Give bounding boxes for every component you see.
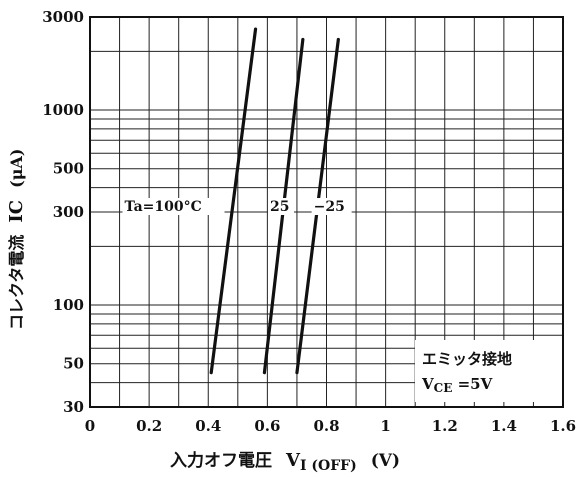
y-axis-label-jp: コレクタ電流 — [7, 235, 26, 330]
y-tick-label: 100 — [53, 296, 84, 314]
series-label: Ta=100°C — [125, 199, 202, 215]
annotation-vce-subscript: CE — [434, 381, 453, 395]
y-tick-label: 500 — [53, 160, 84, 178]
y-tick-labels: 30 50 100 300 500 1000 3000 — [42, 8, 84, 416]
x-tick-label: 0.8 — [313, 417, 339, 435]
plot-frame — [89, 16, 564, 408]
annotation-vce-value: =5V — [452, 375, 492, 393]
x-axis-label-jp: 入力オフ電圧 — [170, 450, 272, 471]
series-label: 25 — [270, 199, 289, 215]
x-tick-label: 0.4 — [195, 417, 221, 435]
y-tick-label: 1000 — [42, 101, 84, 119]
x-axis-label-symbol: V — [285, 450, 301, 471]
series-labels: Ta=100°C 25 −25 — [122, 198, 352, 215]
series-label: −25 — [314, 199, 345, 215]
y-tick-label: 30 — [63, 398, 84, 416]
y-tick-label: 3000 — [42, 8, 84, 26]
annotation-vce-symbol: V — [421, 375, 434, 393]
y-axis-label: コレクタ電流 IC (μA) — [6, 149, 27, 330]
x-tick-label: 0 — [85, 417, 95, 435]
x-tick-label: 1.4 — [491, 417, 517, 435]
x-tick-label: 1 — [380, 417, 390, 435]
y-tick-label: 300 — [53, 203, 84, 221]
x-tick-label: 0.6 — [254, 417, 280, 435]
x-axis-label: 入力オフ電圧 VI (OFF) (V) — [170, 450, 400, 474]
annotation-line-2: VCE =5V — [421, 375, 493, 395]
y-tick-label: 50 — [63, 355, 84, 373]
x-axis-label-unit: (V) — [371, 451, 400, 471]
annotation: エミッタ接地 VCE =5V — [415, 340, 562, 402]
x-tick-labels: 0 0.2 0.4 0.6 0.8 1 1.2 1.4 1.6 — [85, 417, 576, 435]
x-tick-label: 1.6 — [550, 417, 576, 435]
series-curve-0 — [209, 27, 258, 375]
series-label-bg — [311, 198, 352, 215]
x-tick-label: 0.2 — [136, 417, 162, 435]
x-axis-label-subscript: I (OFF) — [300, 458, 357, 474]
series-label-bg — [122, 198, 225, 215]
series-label-bg — [267, 198, 294, 215]
annotation-line-1: エミッタ接地 — [422, 350, 512, 368]
y-axis-label-unit: (μA) — [7, 149, 26, 188]
y-axis-label-symbol: IC — [6, 200, 27, 223]
x-tick-label: 1.2 — [432, 417, 458, 435]
